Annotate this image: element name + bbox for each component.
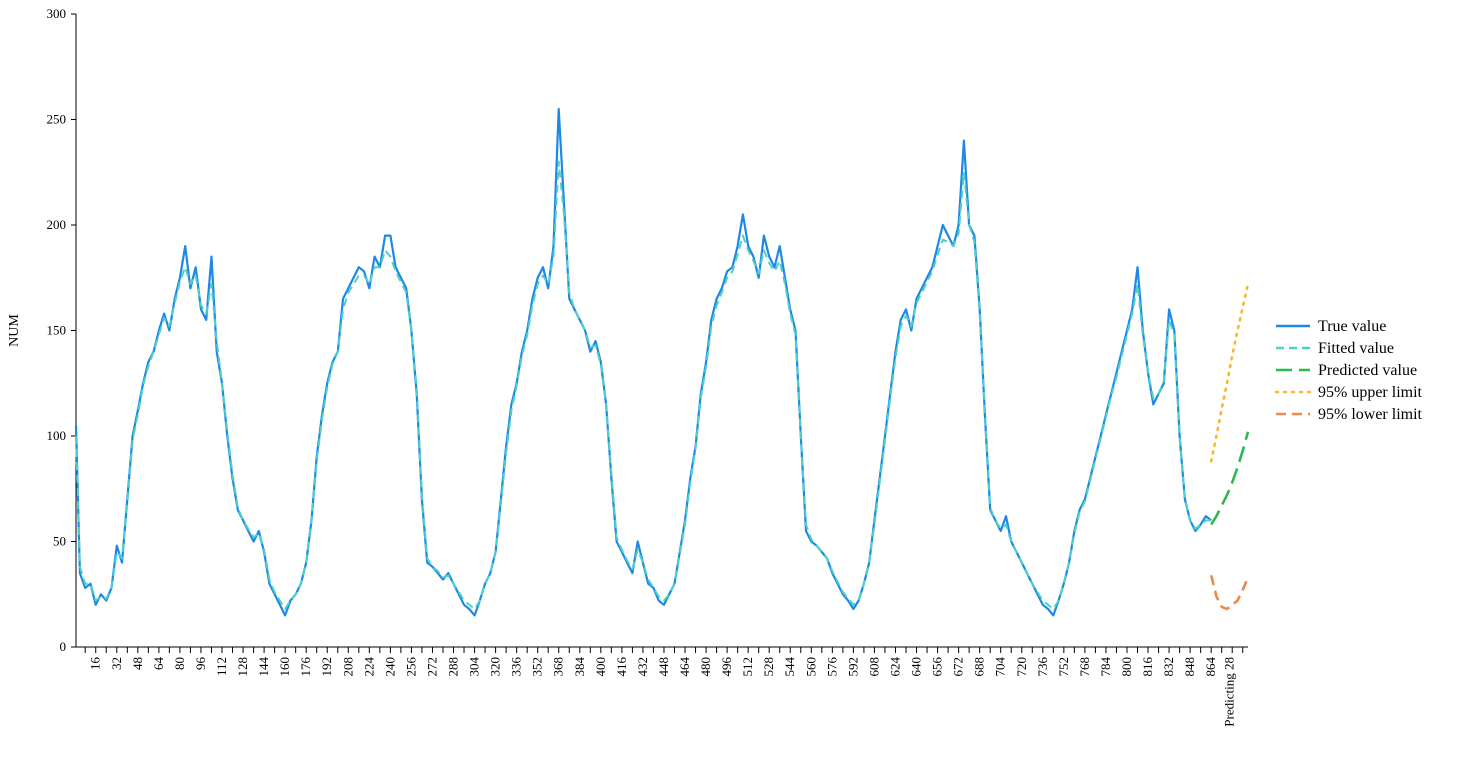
- x-tick-label: 752: [1056, 657, 1071, 677]
- y-tick-label: 200: [47, 217, 67, 232]
- legend-label: True value: [1318, 318, 1386, 335]
- x-tick-label: 64: [151, 657, 166, 671]
- x-tick-label: 528: [761, 657, 776, 677]
- x-tick-label: 704: [993, 657, 1008, 677]
- y-axis-title: NUM: [7, 314, 22, 347]
- x-tick-label: 320: [488, 657, 503, 677]
- x-tick-label: 640: [909, 657, 924, 677]
- x-tick-label: 176: [298, 657, 313, 677]
- x-tick-label: 416: [614, 657, 629, 677]
- x-tick-label: 256: [403, 657, 418, 677]
- y-tick-label: 250: [47, 112, 67, 127]
- x-tick-label: 16: [88, 657, 103, 671]
- legend-label: Predicted value: [1318, 362, 1417, 379]
- x-tick-label: 128: [235, 657, 250, 677]
- y-tick-label: 0: [60, 639, 67, 654]
- x-tick-label: 32: [109, 657, 124, 670]
- series-line-95-upper-limit: [1209, 282, 1250, 463]
- x-tick-label: 272: [424, 657, 439, 677]
- series-line-95-lower-limit: [1209, 574, 1250, 611]
- x-tick-label: 672: [951, 657, 966, 677]
- x-tick-label: 384: [572, 657, 587, 677]
- x-tick-label: 144: [256, 657, 271, 677]
- x-tick-label: 224: [361, 657, 376, 677]
- x-tick-label: 400: [593, 657, 608, 677]
- x-tick-label: 512: [740, 657, 755, 677]
- series-line-fitted-value: [75, 160, 1212, 610]
- y-tick-label: 50: [53, 534, 66, 549]
- x-tick-label: 832: [1161, 657, 1176, 677]
- x-tick-label: 848: [1182, 657, 1197, 677]
- x-tick-label: 688: [972, 657, 987, 677]
- x-tick-label: 368: [551, 657, 566, 677]
- x-tick-label: 576: [824, 657, 839, 677]
- series-line-true-value: [74, 107, 1212, 617]
- x-tick-label: 336: [509, 657, 524, 677]
- x-tick-label: 720: [1014, 657, 1029, 677]
- x-tick-label: 784: [1098, 657, 1113, 677]
- x-tick-label: 464: [677, 657, 692, 677]
- x-tick-label: 544: [782, 657, 797, 677]
- x-tick-label: 96: [193, 657, 208, 671]
- x-tick-label: 48: [130, 657, 145, 670]
- x-tick-label: 496: [719, 657, 734, 677]
- x-tick-label: 560: [803, 657, 818, 677]
- x-tick-label: 800: [1119, 657, 1134, 677]
- legend-label: 95% upper limit: [1318, 384, 1423, 401]
- x-tick-label: 192: [319, 657, 334, 677]
- x-tick-label: 304: [467, 657, 482, 677]
- x-tick-label: 864: [1203, 657, 1218, 677]
- x-tick-label: 432: [635, 657, 650, 677]
- x-tick-label: 112: [214, 657, 229, 676]
- x-tick-label: 592: [845, 657, 860, 677]
- y-tick-label: 300: [47, 6, 67, 21]
- x-tick-label: 80: [172, 657, 187, 670]
- x-tick-label: 816: [1140, 657, 1155, 677]
- legend: True value Fitted value Predicted value 95%…: [1274, 318, 1423, 423]
- x-tick-label: 608: [866, 657, 881, 677]
- forecast-tick-label: Predicting 28: [1222, 657, 1237, 727]
- y-tick-label: 100: [47, 428, 67, 443]
- series-line-predicted-value: [1210, 431, 1250, 526]
- legend-label: 95% lower limit: [1318, 406, 1423, 423]
- series-layer: [74, 107, 1250, 617]
- x-tick-label: 736: [1035, 657, 1050, 677]
- x-tick-label: 656: [930, 657, 945, 677]
- x-tick-label: 240: [382, 657, 397, 677]
- x-tick-label: 160: [277, 657, 292, 677]
- x-tick-label: 208: [340, 657, 355, 677]
- x-tick-label: 288: [446, 657, 461, 677]
- plot-area: 0 50 100 150 200 250 300 16 32 48 64 80 96 112 128 144…: [47, 6, 1250, 727]
- x-tick-label: 448: [656, 657, 671, 677]
- y-tick-label: 150: [47, 323, 67, 338]
- legend-label: Fitted value: [1318, 340, 1394, 357]
- x-tick-label: 480: [698, 657, 713, 677]
- y-axis-ticks: 0 50 100 150 200 250 300: [47, 6, 76, 654]
- x-tick-label: 768: [1077, 657, 1092, 677]
- x-tick-label: 624: [887, 657, 902, 677]
- x-tick-label: 352: [530, 657, 545, 677]
- x-axis-ticks: 16 32 48 64 80 96 112 128 144 160 176 192 208 224 240 2…: [84, 647, 1244, 727]
